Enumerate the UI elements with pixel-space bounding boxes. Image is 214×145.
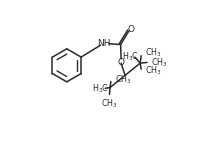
Text: O: O	[117, 58, 124, 67]
Text: CH$_3$: CH$_3$	[101, 97, 118, 110]
Text: NH: NH	[97, 39, 110, 48]
Text: H$_3$C: H$_3$C	[92, 82, 109, 95]
Text: CH$_3$: CH$_3$	[115, 73, 132, 86]
Text: O: O	[128, 25, 134, 34]
Text: H$_3$C: H$_3$C	[122, 50, 139, 62]
Text: CH$_3$: CH$_3$	[145, 47, 162, 59]
Text: CH$_3$: CH$_3$	[145, 65, 162, 77]
Text: CH$_3$: CH$_3$	[151, 56, 168, 69]
